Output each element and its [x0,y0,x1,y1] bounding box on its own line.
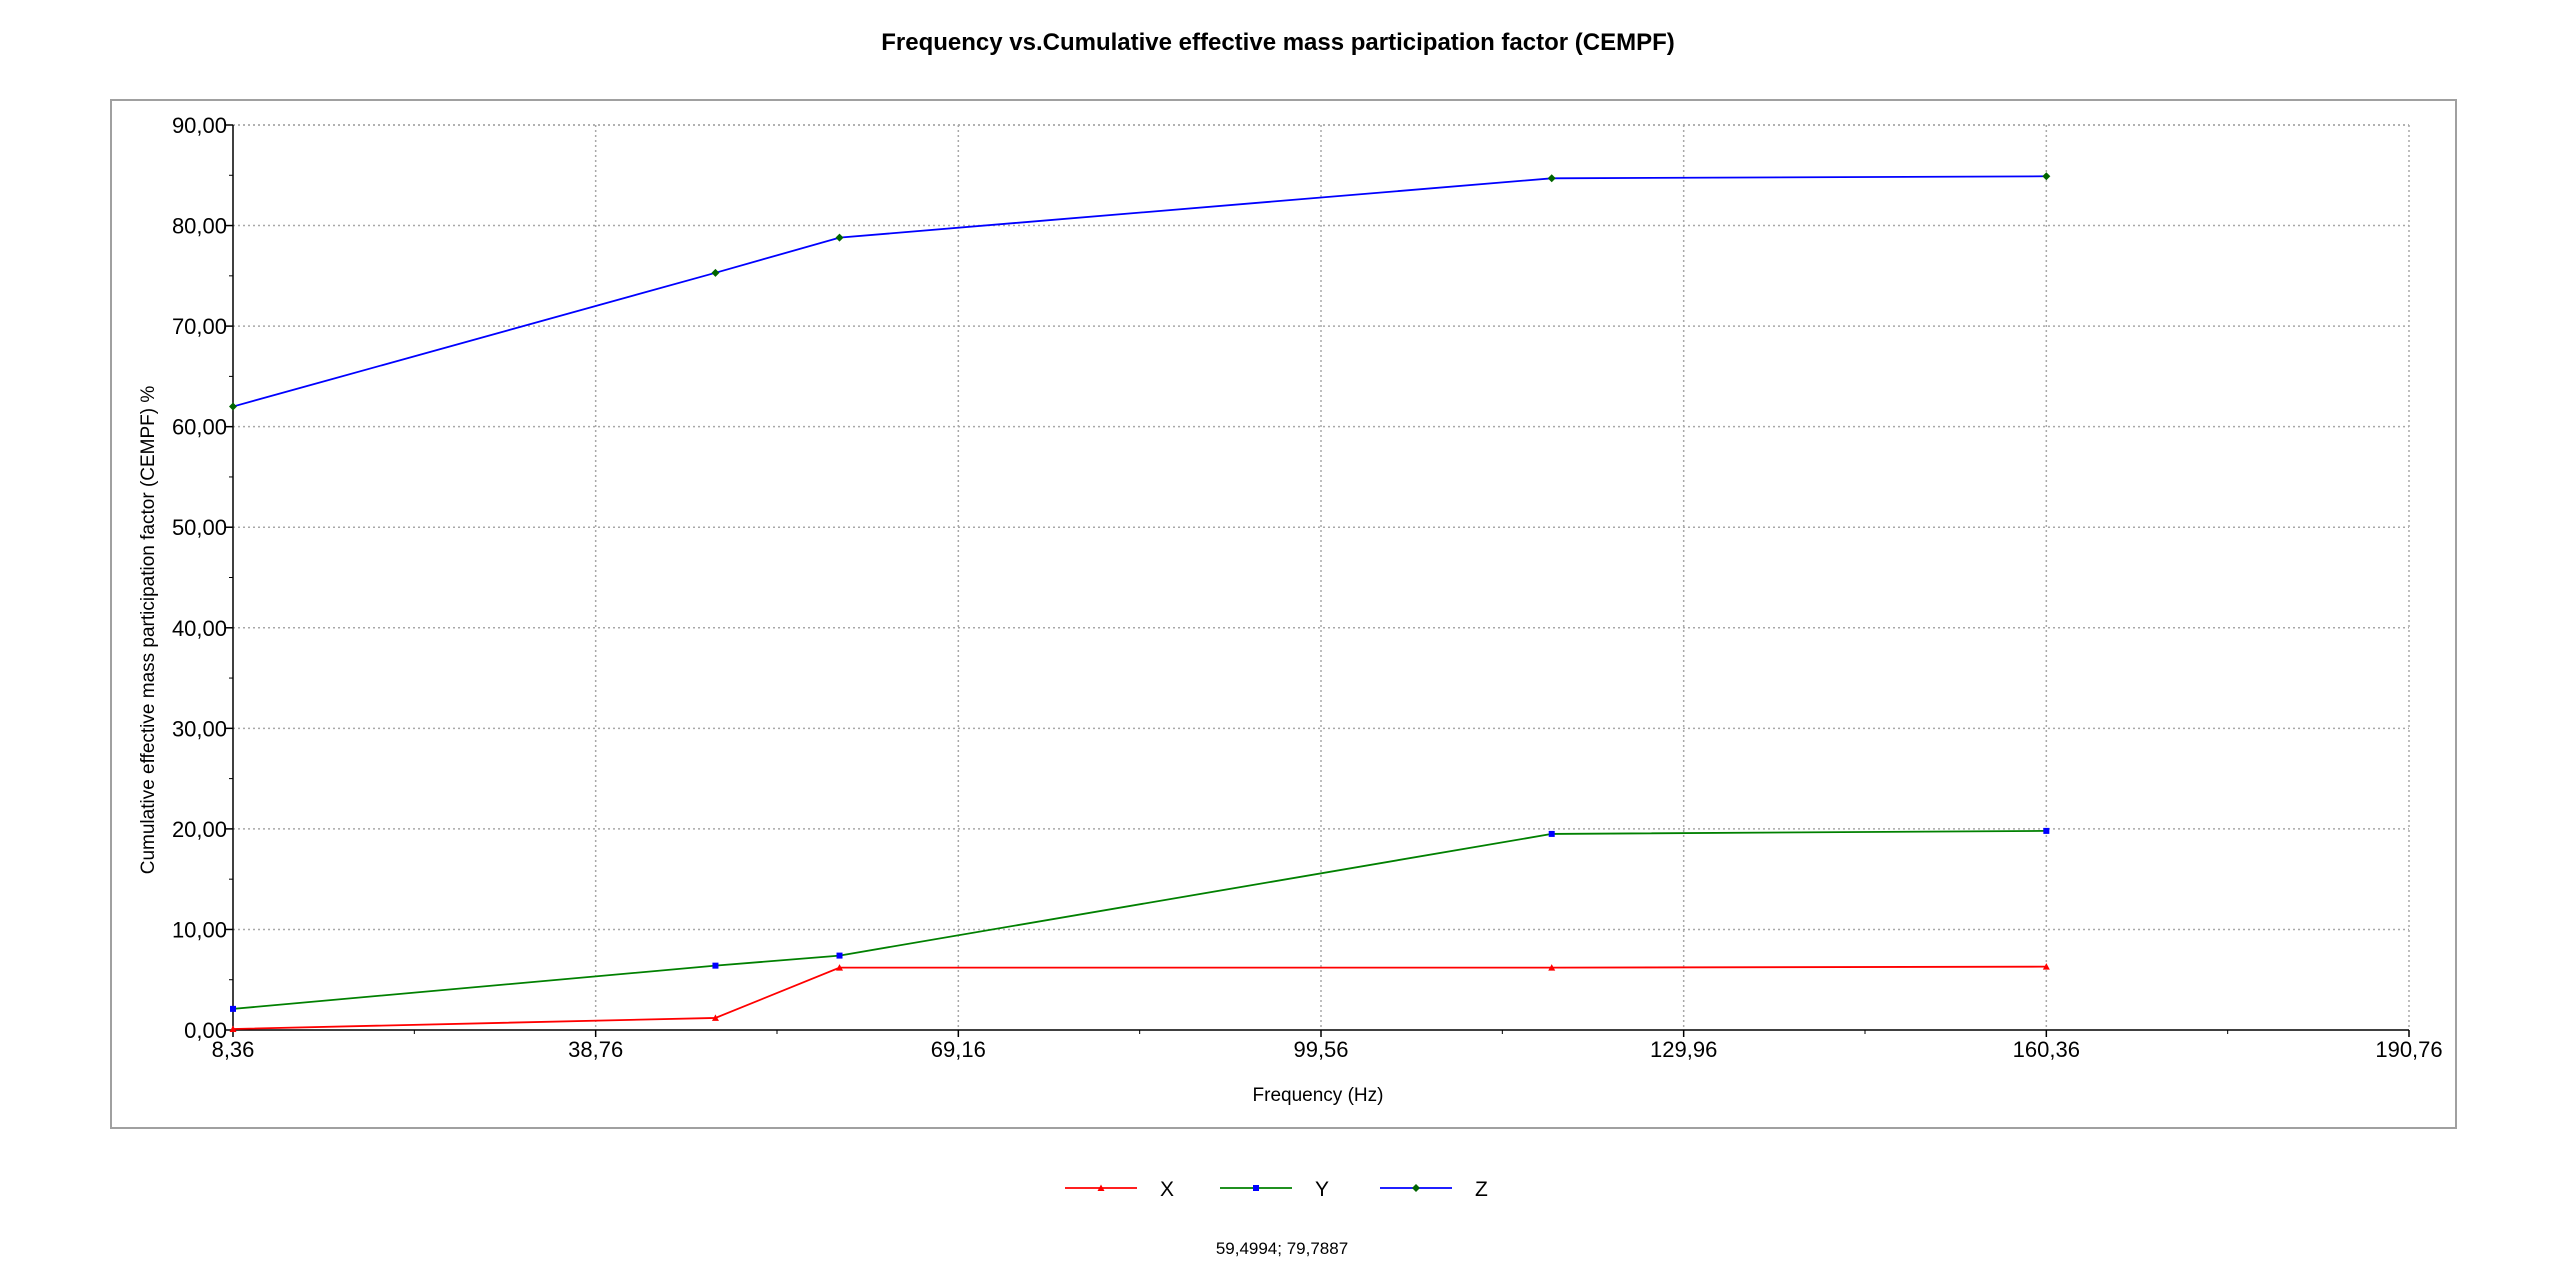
series-y-point [1548,830,1555,837]
legend-label-x: X [1160,1178,1174,1201]
series-z [229,172,2051,411]
series-y-point [712,962,719,969]
y-tick-label: 0,00 [184,1018,227,1043]
y-tick-label: 50,00 [172,515,227,540]
x-tick-label: 190,76 [2375,1037,2442,1062]
legend-label-y: Y [1315,1178,1329,1201]
grid [233,124,2410,1030]
series-x-point [836,964,844,971]
y-tick-label: 30,00 [172,716,227,741]
x-tick-labels: 8,36 38,76 69,16 99,56 129,96 160,36 190,76 [212,1037,2443,1062]
legend-label-z: Z [1475,1178,1488,1201]
legend-item-y[interactable]: Y [1220,1178,1329,1201]
x-tick-label: 160,36 [2013,1037,2080,1062]
series-z-point [835,233,844,242]
series-z-point [229,402,237,411]
x-tick-label: 38,76 [568,1037,623,1062]
series-y-point [2043,827,2050,834]
y-tick-label: 10,00 [172,917,227,942]
series-x-point [2042,963,2050,970]
series-z-point [711,268,720,277]
x-tick-label: 129,96 [1650,1037,1717,1062]
cursor-coordinate-readout: 59,4994; 79,7887 [1216,1239,1348,1258]
chart-title: Frequency vs.Cumulative effective mass p… [881,29,1675,56]
series-y [230,827,2050,1012]
series-z-point [2042,172,2051,181]
axes [226,124,2410,1037]
series-x [229,963,2050,1032]
y-tick-label: 20,00 [172,817,227,842]
legend-swatch-marker [1412,1184,1420,1192]
series-z-point [1547,174,1556,183]
x-axis-label: Frequency (Hz) [1253,1085,1384,1106]
x-tick-label: 8,36 [212,1037,255,1062]
chart-frame [110,99,2457,1129]
y-tick-label: 60,00 [172,415,227,440]
series-x-point [711,1014,719,1021]
y-tick-label: 70,00 [172,314,227,339]
legend[interactable]: X Y Z [1065,1178,1488,1201]
legend-item-z[interactable]: Z [1380,1178,1488,1201]
legend-swatch-marker [1097,1184,1105,1191]
legend-item-x[interactable]: X [1065,1178,1174,1201]
series-y-point [230,1005,236,1012]
series-y-point [836,952,843,959]
y-tick-label: 40,00 [172,616,227,641]
legend-swatch-marker [1253,1185,1259,1191]
y-tick-label: 90,00 [172,113,227,138]
y-axis-label: Cumulative effective mass participation … [138,386,159,875]
y-tick-labels: 0,00 10,00 20,00 30,00 40,00 50,00 60,00 70,00 8… [172,113,227,1043]
x-tick-label: 99,56 [1293,1037,1348,1062]
series-x-point [229,1025,237,1032]
y-tick-label: 80,00 [172,214,227,239]
x-tick-label: 69,16 [931,1037,986,1062]
series [229,172,2051,1032]
series-x-point [1548,964,1556,971]
